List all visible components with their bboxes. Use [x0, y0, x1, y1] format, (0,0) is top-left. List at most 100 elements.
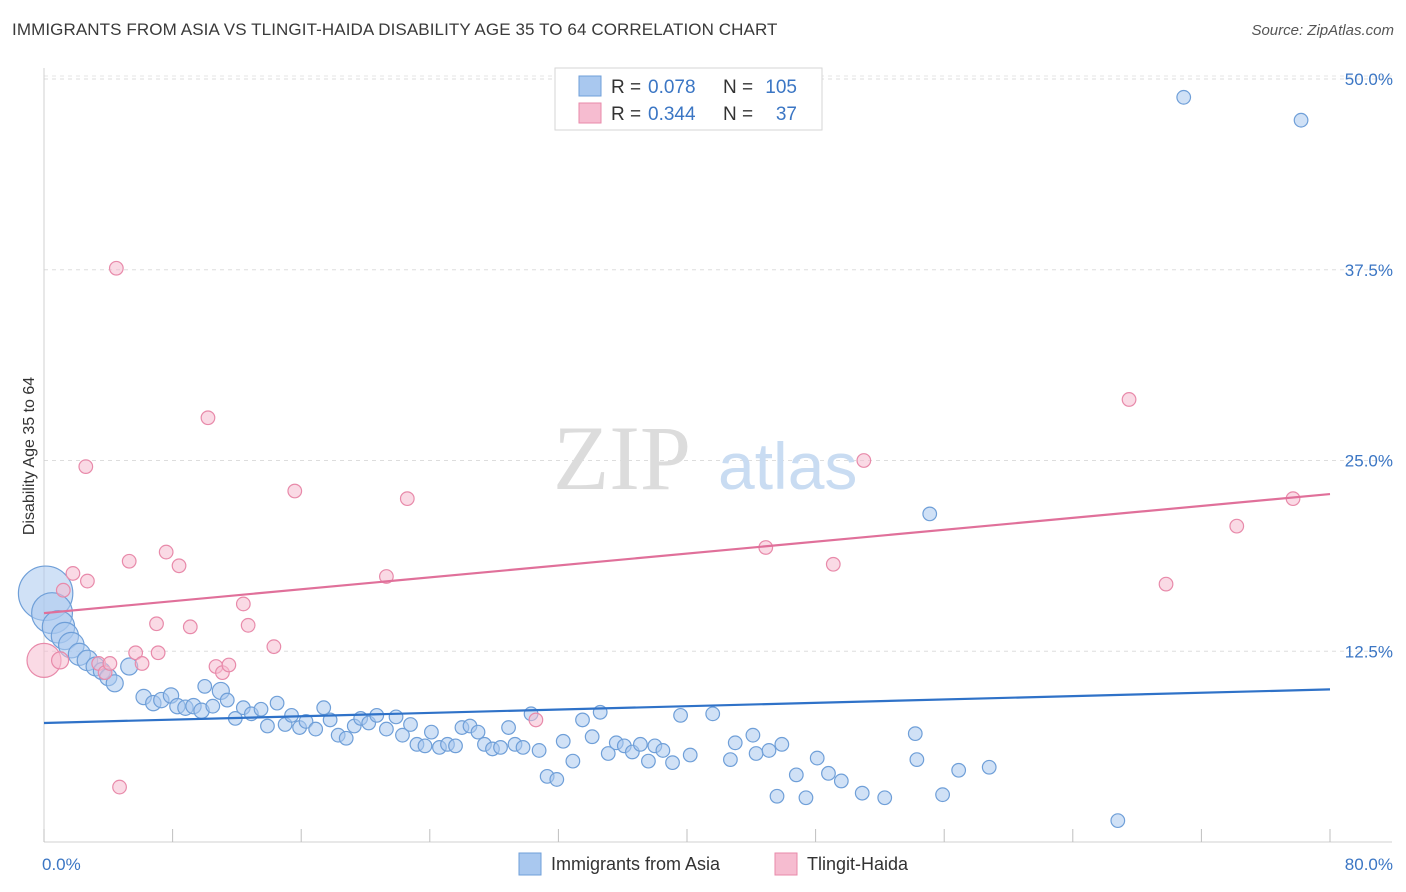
point-asia-65: [549, 772, 565, 787]
bottom-legend-swatch-tlingit: [774, 852, 798, 876]
point-asia-76: [641, 753, 656, 769]
legend-r-value-asia: 0.078: [648, 77, 696, 98]
legend-n-label-tlingit: N =: [723, 104, 753, 125]
point-tlingit-1: [50, 651, 70, 670]
point-asia-48: [417, 738, 433, 754]
point-asia-79: [665, 755, 680, 771]
chart-title: IMMIGRANTS FROM ASIA VS TLINGIT-HAIDA DI…: [12, 20, 778, 39]
point-tlingit-35: [1229, 518, 1245, 534]
y-tick-label-2: 37.5%: [1345, 261, 1393, 280]
point-asia-27: [253, 701, 269, 717]
point-asia-61: [515, 739, 531, 755]
point-asia-49: [424, 724, 439, 740]
point-asia-99: [922, 506, 938, 522]
point-asia-10: [105, 674, 124, 693]
y-axis-label: Disability Age 35 to 64: [21, 377, 38, 535]
legend-r-label-tlingit: R =: [611, 104, 641, 125]
point-tlingit-33: [1121, 392, 1137, 407]
point-asia-28: [260, 718, 275, 734]
point-tlingit-4: [78, 459, 94, 475]
point-tlingit-23: [235, 596, 251, 612]
watermark: ZIP atlas: [553, 407, 857, 509]
y-tick-label-3: 50.0%: [1345, 70, 1393, 89]
series-legend: Immigrants from Asia Tlingit-Haida: [518, 852, 909, 876]
point-asia-34: [308, 721, 324, 737]
bottom-legend-label-asia: Immigrants from Asia: [551, 854, 721, 874]
point-tlingit-15: [150, 645, 166, 661]
gridlines: [44, 75, 1392, 652]
point-asia-63: [531, 743, 547, 758]
point-tlingit-22: [221, 657, 237, 673]
point-asia-89: [774, 736, 790, 752]
y-tick-labels: 12.5% 25.0% 37.5% 50.0%: [1345, 70, 1393, 661]
point-tlingit-27: [378, 569, 394, 584]
point-asia-80: [673, 707, 688, 723]
point-tlingit-26: [287, 483, 303, 499]
point-asia-83: [723, 752, 738, 767]
point-asia-96: [877, 790, 893, 806]
point-asia-105: [1293, 112, 1309, 128]
point-tlingit-5: [80, 573, 95, 589]
point-asia-69: [584, 729, 600, 745]
point-asia-67: [565, 753, 581, 769]
point-asia-87: [761, 743, 777, 758]
point-tlingit-9: [108, 260, 124, 276]
x-tick-labels: 0.0% 80.0%: [42, 855, 1393, 874]
trend-lines: [43, 492, 1331, 725]
point-asia-68: [575, 712, 590, 728]
point-asia-33: [298, 714, 314, 729]
point-asia-104: [1176, 89, 1192, 105]
point-asia-46: [403, 717, 418, 732]
point-asia-97: [907, 726, 923, 742]
point-asia-86: [748, 746, 764, 761]
x-ticks: [43, 829, 1331, 842]
y-tick-label-1: 25.0%: [1345, 452, 1393, 471]
trend-line-asia: [43, 688, 1331, 725]
point-asia-81: [682, 747, 698, 763]
point-tlingit-31: [825, 556, 841, 572]
point-asia-90: [788, 767, 804, 783]
point-asia-94: [833, 773, 849, 789]
point-asia-29: [269, 695, 285, 711]
point-tlingit-16: [158, 544, 174, 560]
chart-source: Source: ZipAtlas.com: [1251, 22, 1394, 39]
point-tlingit-19: [200, 410, 216, 426]
point-asia-52: [448, 738, 463, 754]
point-tlingit-8: [102, 656, 118, 671]
point-asia-71: [600, 746, 616, 761]
legend-swatch-asia: [578, 75, 602, 97]
point-tlingit-13: [134, 656, 150, 671]
point-asia-20: [197, 678, 213, 694]
point-asia-21: [205, 698, 221, 714]
legend-n-label-asia: N =: [723, 77, 753, 98]
point-asia-44: [388, 709, 404, 725]
point-asia-23: [219, 692, 235, 708]
point-asia-38: [338, 730, 354, 746]
point-tlingit-2: [55, 582, 71, 598]
legend-r-label-asia: R =: [611, 77, 641, 98]
x-tick-label-min: 0.0%: [42, 855, 81, 874]
axes: [43, 68, 1392, 843]
point-asia-88: [769, 788, 785, 804]
point-asia-98: [909, 752, 925, 767]
bottom-legend-label-tlingit: Tlingit-Haida: [807, 854, 909, 874]
point-asia-43: [378, 721, 394, 737]
point-asia-100: [935, 787, 950, 803]
point-asia-102: [981, 759, 997, 775]
point-tlingit-32: [856, 453, 872, 468]
point-asia-84: [727, 735, 743, 751]
legend-n-value-asia: 105: [765, 77, 797, 98]
point-asia-58: [493, 739, 508, 755]
point-tlingit-29: [528, 712, 544, 728]
point-tlingit-25: [266, 639, 282, 655]
point-asia-92: [809, 750, 825, 766]
point-tlingit-10: [112, 779, 127, 795]
watermark-zip: ZIP: [553, 407, 691, 509]
point-tlingit-3: [65, 566, 81, 581]
point-tlingit-28: [399, 491, 415, 507]
point-tlingit-14: [149, 616, 164, 632]
x-tick-label-max: 80.0%: [1345, 855, 1393, 874]
point-tlingit-34: [1158, 576, 1174, 592]
watermark-atlas: atlas: [718, 429, 857, 503]
